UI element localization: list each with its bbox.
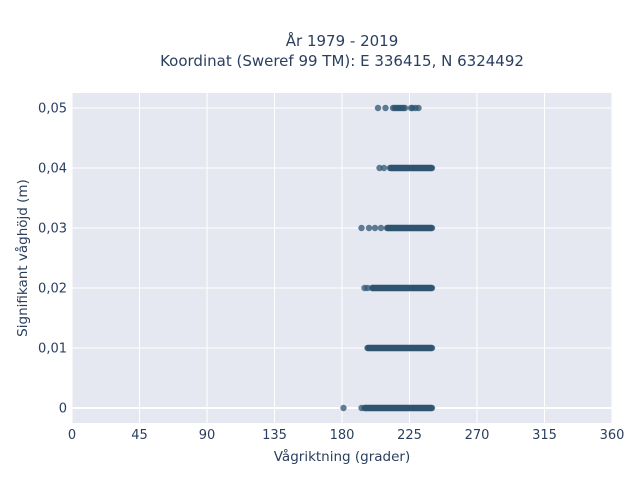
x-tick-label: 135 [262, 428, 287, 443]
x-tick-label: 315 [532, 428, 557, 443]
data-points [340, 104, 436, 412]
y-tick-label: 0,05 [38, 102, 67, 117]
data-point [340, 404, 347, 412]
data-point [401, 104, 409, 112]
y-tick-label: 0,01 [38, 342, 67, 357]
y-tick-label: 0,03 [38, 222, 67, 237]
y-axis-title: Signifikant våghöjd (m) [14, 179, 31, 337]
x-tick-label: 0 [68, 428, 76, 443]
x-tick-label: 225 [397, 428, 422, 443]
data-point [428, 344, 436, 352]
data-point [428, 404, 436, 412]
tick-labels: 0 45 90 135 180 225 270 315 360 0 0,01 0,02 0,03 0,04… [38, 102, 624, 444]
data-point [371, 224, 379, 232]
data-point [380, 164, 388, 172]
x-tick-label: 270 [465, 428, 490, 443]
x-axis-title: Vågriktning (grader) [274, 448, 411, 465]
data-point [428, 284, 436, 292]
data-point [382, 104, 389, 112]
data-point [376, 164, 383, 172]
data-point [358, 224, 365, 232]
x-tick-label: 90 [199, 428, 216, 443]
data-point [364, 284, 371, 292]
x-tick-label: 180 [330, 428, 355, 443]
x-tick-label: 360 [600, 428, 625, 443]
y-tick-label: 0,04 [38, 162, 67, 177]
data-point [374, 104, 382, 112]
y-tick-label: 0 [59, 402, 67, 417]
data-point [415, 104, 422, 112]
chart-title-line2: Koordinat (Sweref 99 TM): E 336415, N 63… [160, 52, 524, 70]
y-tick-label: 0,02 [38, 282, 67, 297]
data-point [428, 224, 436, 232]
x-tick-label: 45 [131, 428, 148, 443]
chart-title-line1: År 1979 - 2019 [286, 31, 399, 50]
data-point [365, 224, 373, 232]
data-point [428, 164, 436, 172]
data-point [377, 224, 385, 232]
